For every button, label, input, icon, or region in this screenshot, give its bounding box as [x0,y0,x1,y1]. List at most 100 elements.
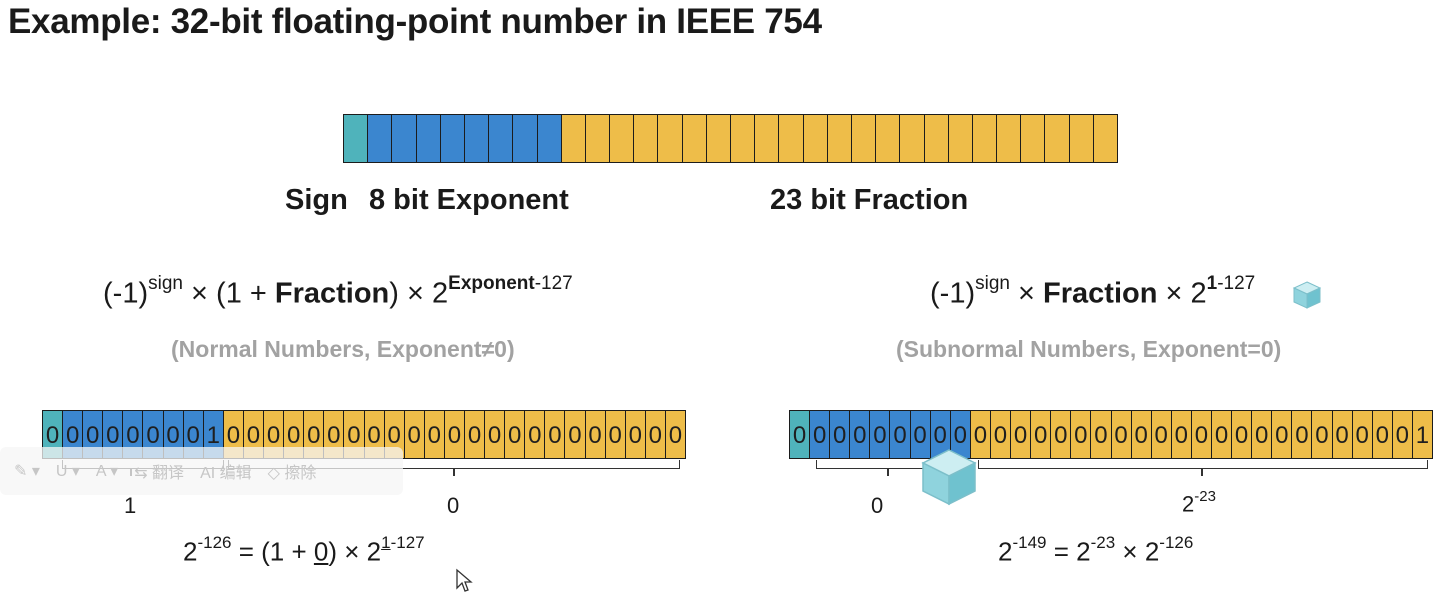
annotation-toolbar: ✎ ▾ U ▾ A ▾ ⇆ 翻译 AI 编辑 ◇ 擦除 [0,447,403,495]
exponent-bit [439,114,465,163]
fraction-bit [996,114,1022,163]
fraction-bit: 0 [1150,410,1172,459]
normal-exponent-value: 1 [124,493,137,518]
eq-rhs-exp: -126 [1159,533,1194,552]
exponent-bit: 0 [809,410,831,459]
fraction-value-exp: -23 [1194,488,1216,505]
eq-zero: 0 [313,536,329,567]
formula-times: × [191,277,208,310]
formula-open: (1 + [216,277,267,310]
normal-note: (Normal Numbers, Exponent≠0) [171,336,515,362]
subnormal-formula: (-1)sign × Fraction × 21-127 [930,273,1255,311]
eq-lhs-exp: -149 [1012,533,1047,552]
fraction-bit: 0 [604,410,626,459]
fraction-bit: 0 [544,410,566,459]
eq-lhs-base: 2 [183,536,198,567]
fraction-bit: 0 [989,410,1012,459]
subnormal-exponent-brace-tick [887,468,889,476]
translate-button[interactable]: ⇆ 翻译 [134,465,185,482]
text-color-icon[interactable]: A ▾ [95,463,119,480]
fraction-bit: 0 [1210,410,1233,459]
fraction-bit: 0 [1291,410,1313,459]
fraction-bit: 0 [1311,410,1333,459]
eq-lhs-base: 2 [998,536,1013,567]
exponent-bit: 0 [889,410,911,459]
exponent-bit [488,114,514,163]
eq-mid: = 2 [1053,536,1091,567]
fraction-bit [850,114,877,163]
fraction-bit: 0 [1090,410,1112,459]
eq-times: × 2 [1122,536,1160,567]
fraction-bit: 0 [624,410,646,459]
exponent-bit: 0 [849,410,871,459]
fraction-bit: 0 [504,410,526,459]
normal-formula: (-1)sign × (1 + Fraction) × 2Exponent-12… [103,273,573,311]
erase-label: 擦除 [284,465,317,482]
fraction-bit: 0 [1030,410,1052,459]
fraction-bit: 0 [1050,410,1072,459]
subnormal-exponent-value: 0 [871,493,884,518]
fraction-bit: 0 [1271,410,1293,459]
formula-fraction: Fraction [1043,277,1158,310]
erase-button[interactable]: ◇ 擦除 [267,465,317,482]
fraction-bit [923,114,949,163]
exponent-bit: 0 [122,410,144,459]
subnormal-fraction-value: 2-23 [1182,488,1216,517]
edit-button[interactable]: AI 编辑 [200,465,252,482]
fraction-bit [947,114,973,163]
formula-bias: -127 [534,273,573,294]
fraction-bit: 0 [423,410,445,459]
highlighter-icon[interactable]: ✎ ▾ [14,463,40,480]
fraction-bit [899,114,925,163]
fraction-bit: 0 [1190,410,1212,459]
fraction-bit [778,114,804,163]
formula-base: (-1) [103,277,149,310]
formula-exp-one: 1 [1206,273,1218,294]
exponent-bit [536,114,562,163]
fraction-bit: 0 [403,410,425,459]
underline-icon[interactable]: U ▾ [55,463,80,480]
sign-label: Sign [285,184,348,216]
fraction-bit [1068,114,1094,163]
fraction-bit: 0 [1391,410,1413,459]
normal-fraction-value: 0 [447,493,460,518]
formula-exponent: Exponent [448,273,535,294]
exponent-bit [512,114,538,163]
exponent-bit [415,114,441,163]
fraction-bit [609,114,635,163]
fraction-bit: 0 [1010,410,1032,459]
eq-rhs-exp-one: 1 [381,533,391,552]
fraction-bit: 0 [1231,410,1253,459]
exponent-bit [391,114,417,163]
exponent-label: 8 bit Exponent [369,184,569,216]
fraction-bit [657,114,683,163]
fraction-bit [802,114,828,163]
fraction-value-base: 2 [1182,491,1195,517]
fraction-bit: 0 [443,410,465,459]
exponent-bit: 0 [869,410,891,459]
eq-middle: = (1 + [238,536,307,567]
formula-sign-exp: sign [975,273,1010,294]
fraction-bit: 0 [1351,410,1373,459]
fraction-bit: 0 [1130,410,1152,459]
fraction-bit: 0 [1251,410,1273,459]
fraction-bit: 0 [664,410,686,459]
eq-rhs: ) × 2 [328,536,382,567]
formula-sign-exp: sign [148,273,183,294]
subnormal-note: (Subnormal Numbers, Exponent=0) [896,336,1282,362]
fraction-bit: 0 [222,410,244,459]
eq-lhs-exp: -126 [197,533,232,552]
fraction-label: 23 bit Fraction [770,184,969,216]
formula-two: 2 [432,277,449,310]
subnormal-fraction-brace-tick [1201,468,1203,476]
formula-times: × [1018,277,1035,310]
exponent-bit: 0 [829,410,851,459]
fraction-bit: 1 [1411,410,1433,459]
fraction-bit: 0 [564,410,586,459]
fraction-bit: 0 [524,410,546,459]
formula-times-2: × [407,277,424,310]
formula-base: (-1) [930,277,976,310]
fraction-bit: 0 [1331,410,1353,459]
fraction-bit: 0 [283,410,305,459]
